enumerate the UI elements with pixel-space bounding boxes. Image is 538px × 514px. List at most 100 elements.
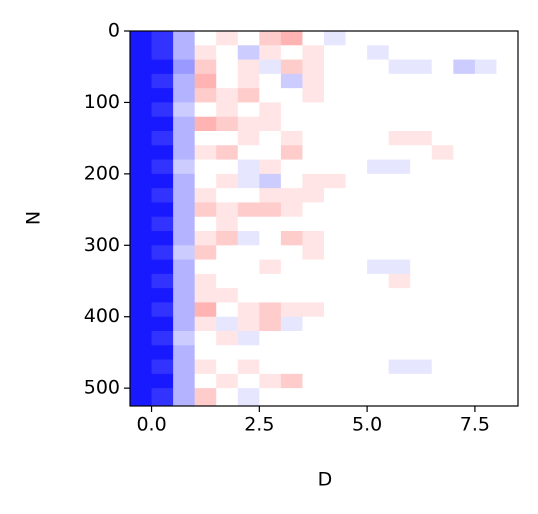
heatmap-cell — [431, 345, 454, 361]
heatmap-cell — [388, 345, 411, 361]
heatmap-cell — [151, 288, 174, 303]
heatmap-cell — [324, 373, 347, 389]
heatmap-cell — [410, 259, 433, 275]
heatmap-cell — [324, 159, 347, 175]
heatmap-cell — [216, 331, 239, 346]
heatmap-cell — [496, 302, 519, 318]
heatmap-cell — [453, 345, 476, 361]
heatmap-cell — [496, 345, 519, 361]
heatmap-cell — [453, 88, 476, 103]
heatmap-cell — [367, 131, 390, 146]
heatmap-cell — [302, 202, 325, 218]
heatmap-cell — [194, 216, 217, 232]
heatmap-cell — [280, 188, 303, 203]
heatmap-cell — [431, 359, 454, 375]
heatmap-cell — [474, 131, 497, 146]
heatmap-cell — [367, 116, 390, 132]
heatmap-cell — [324, 131, 347, 146]
heatmap-cell — [130, 102, 153, 118]
heatmap-cell — [259, 45, 282, 61]
heatmap-cell — [173, 302, 196, 318]
heatmap-cell — [431, 59, 454, 75]
heatmap-cell — [151, 216, 174, 232]
heatmap-cell — [173, 202, 196, 218]
heatmap-cell — [431, 188, 454, 203]
heatmap-cell — [345, 373, 368, 389]
heatmap-cell — [302, 245, 325, 261]
heatmap-cell — [388, 131, 411, 146]
heatmap-cell — [302, 216, 325, 232]
heatmap-cell — [259, 88, 282, 103]
x-tick-label: 0.0 — [136, 414, 166, 436]
heatmap-cell — [216, 259, 239, 275]
y-axis-label: N — [23, 211, 45, 225]
heatmap-cell — [367, 345, 390, 361]
heatmap-cell — [216, 288, 239, 303]
heatmap-cell — [280, 273, 303, 289]
heatmap-cell — [237, 159, 260, 175]
heatmap-cell — [324, 316, 347, 332]
heatmap-cell — [130, 45, 153, 61]
heatmap-cell — [388, 59, 411, 75]
heatmap-cell — [259, 159, 282, 175]
heatmap-cell — [453, 159, 476, 175]
heatmap-cell — [237, 345, 260, 361]
heatmap-cell — [324, 259, 347, 275]
heatmap-cell — [496, 102, 519, 118]
heatmap-cell — [367, 59, 390, 75]
heatmap-cell — [194, 102, 217, 118]
heatmap-cell — [431, 159, 454, 175]
heatmap-cell — [410, 216, 433, 232]
heatmap-cell — [496, 145, 519, 161]
heatmap-cell — [130, 245, 153, 261]
y-tick-label: 100 — [84, 91, 120, 113]
heatmap-cell — [302, 302, 325, 318]
heatmap-cell — [474, 331, 497, 346]
heatmap-cell — [496, 188, 519, 203]
heatmap-cell — [280, 259, 303, 275]
heatmap-cell — [173, 273, 196, 289]
heatmap-cell — [410, 188, 433, 203]
heatmap-cell — [496, 273, 519, 289]
heatmap-cell — [324, 145, 347, 161]
heatmap-cell — [194, 202, 217, 218]
heatmap-cell — [453, 273, 476, 289]
heatmap-cell — [496, 116, 519, 132]
heatmap-cell — [388, 216, 411, 232]
heatmap-cell — [173, 88, 196, 103]
heatmap-cell — [453, 59, 476, 75]
y-tick-label: 500 — [84, 377, 120, 399]
heatmap-cell — [453, 316, 476, 332]
heatmap-cell — [453, 373, 476, 389]
heatmap-cell — [474, 102, 497, 118]
heatmap-cell — [130, 273, 153, 289]
heatmap-cell — [410, 173, 433, 189]
heatmap-cell — [324, 102, 347, 118]
heatmap-cell — [410, 145, 433, 161]
heatmap-cell — [410, 73, 433, 89]
heatmap-cell — [367, 88, 390, 103]
heatmap-cell — [151, 88, 174, 103]
heatmap-cell — [173, 231, 196, 246]
heatmap-cell — [237, 231, 260, 246]
heatmap-cell — [367, 159, 390, 175]
heatmap-cell — [367, 288, 390, 303]
heatmap-cell — [367, 316, 390, 332]
heatmap-cell — [453, 302, 476, 318]
heatmap-cell — [194, 116, 217, 132]
heatmap-cell — [474, 45, 497, 61]
heatmap-cell — [173, 316, 196, 332]
heatmap-cell — [388, 245, 411, 261]
heatmap-cell — [302, 102, 325, 118]
heatmap-cell — [474, 116, 497, 132]
heatmap-cell — [130, 288, 153, 303]
x-tick-label: 7.5 — [460, 414, 490, 436]
heatmap-cell — [388, 159, 411, 175]
heatmap-cell — [474, 259, 497, 275]
heatmap-cell — [431, 45, 454, 61]
heatmap-cell — [388, 231, 411, 246]
heatmap-cell — [345, 131, 368, 146]
heatmap-cell — [237, 288, 260, 303]
heatmap-cell — [410, 288, 433, 303]
heatmap-cell — [151, 245, 174, 261]
